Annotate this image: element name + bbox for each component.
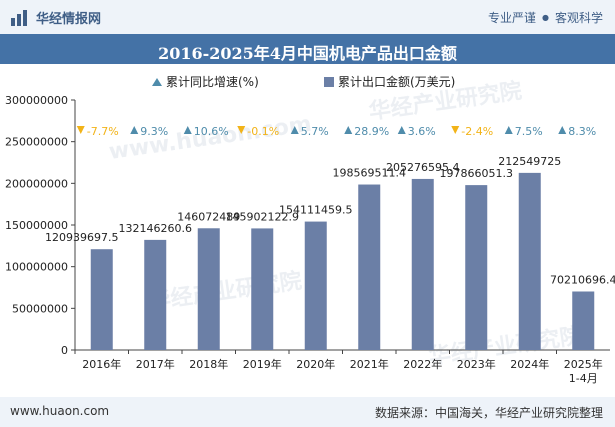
growth-up-marker-icon bbox=[183, 126, 192, 134]
bar-4[interactable] bbox=[304, 221, 327, 350]
y-tick-label: 250000000 bbox=[5, 136, 68, 149]
watermark-url: www.huaon.com bbox=[107, 112, 313, 165]
value-label-6: 205276595.4 bbox=[386, 161, 459, 174]
legend-growth-label: 累计同比增速(%) bbox=[166, 75, 259, 89]
chart-area: 华经产业研究院 www.huaon.com 华经产业研究院 华经产业研究院 累计… bbox=[5, 74, 615, 385]
x-tick-label: 2016年 bbox=[82, 357, 121, 371]
legend-growth-marker-icon bbox=[152, 78, 162, 86]
growth-down-marker-icon bbox=[237, 126, 246, 134]
value-label-4: 154111459.5 bbox=[279, 204, 352, 217]
value-labels: 120939697.5132146260.6146072489145902122… bbox=[45, 155, 615, 287]
growth-label-7: -2.4% bbox=[461, 125, 493, 138]
brand-name: 华经情报网 bbox=[36, 12, 102, 27]
footer-website-link[interactable]: www.huaon.com bbox=[10, 404, 110, 418]
slogan-1: 专业严谨 bbox=[487, 11, 536, 25]
growth-up-marker-icon bbox=[558, 126, 567, 134]
x-tick-label: 2019年 bbox=[243, 357, 282, 371]
x-tick-label: 2023年 bbox=[457, 357, 496, 371]
growth-up-marker-icon bbox=[397, 126, 406, 134]
growth-label-5: 28.9% bbox=[354, 125, 389, 138]
dot-separator-icon: ● bbox=[542, 13, 549, 22]
value-label-1: 132146260.6 bbox=[119, 222, 192, 235]
legend-amount-label: 累计出口金额(万美元) bbox=[338, 74, 455, 89]
bar-1[interactable] bbox=[144, 239, 167, 350]
watermark-text-2: 华经产业研究院 bbox=[147, 268, 303, 315]
footer: www.huaon.com 数据来源：中国海关，华经产业研究院整理 bbox=[0, 397, 615, 427]
y-tick-label: 200000000 bbox=[5, 177, 68, 190]
value-label-5: 198569511.4 bbox=[333, 167, 406, 180]
watermark-text-3: 华经产业研究院 bbox=[427, 323, 583, 370]
bar-6[interactable] bbox=[411, 178, 434, 350]
growth-label-2: 10.6% bbox=[194, 125, 229, 138]
y-tick-label: 150000000 bbox=[5, 219, 68, 232]
x-tick-label: 2021年 bbox=[350, 357, 389, 371]
slogan-tags: 专业严谨 ● 客观科学 bbox=[488, 9, 603, 26]
y-tick-label: 0 bbox=[61, 344, 68, 357]
value-label-7: 197866051.3 bbox=[440, 167, 513, 180]
title-bar: 2016-2025年4月中国机电产品出口金额 bbox=[0, 34, 615, 64]
x-tick-label: 2018年 bbox=[189, 357, 228, 371]
bar-5[interactable] bbox=[358, 184, 381, 350]
x-tick-label: 2020年 bbox=[296, 357, 335, 371]
growth-up-marker-icon bbox=[344, 126, 353, 134]
value-label-3: 145902122.9 bbox=[226, 210, 299, 223]
growth-down-marker-icon bbox=[451, 126, 460, 134]
bar-8[interactable] bbox=[518, 172, 541, 350]
growth-label-1: 9.3% bbox=[140, 125, 168, 138]
legend: 累计同比增速(%) 累计出口金额(万美元) bbox=[152, 74, 455, 89]
bars bbox=[90, 172, 595, 350]
brand[interactable]: 华经情报网 bbox=[10, 8, 101, 27]
bar-9[interactable] bbox=[572, 291, 595, 350]
legend-amount-swatch bbox=[324, 77, 334, 87]
bar-0[interactable] bbox=[90, 249, 113, 350]
bar-3[interactable] bbox=[251, 228, 274, 350]
y-tick-label: 50000000 bbox=[12, 302, 68, 315]
x-tick-label: 2017年 bbox=[136, 357, 175, 371]
growth-up-marker-icon bbox=[290, 126, 299, 134]
y-tick-label: 300000000 bbox=[5, 94, 68, 107]
slogan-2: 客观科学 bbox=[554, 11, 603, 25]
growth-label-0: -7.7% bbox=[87, 125, 119, 138]
bar-2[interactable] bbox=[197, 228, 220, 350]
footer-source: 数据来源：中国海关，华经产业研究院整理 bbox=[374, 406, 603, 420]
x-tick-label: 2024年 bbox=[510, 357, 549, 371]
top-bar: 华经情报网 专业严谨 ● 客观科学 bbox=[0, 0, 615, 34]
y-axis: 0 50000000 100000000 150000000 200000000 2500… bbox=[5, 94, 76, 357]
growth-up-marker-icon bbox=[504, 126, 513, 134]
brand-logo-icon bbox=[11, 9, 27, 26]
growth-label-8: 7.5% bbox=[515, 125, 543, 138]
growth-label-3: -0.1% bbox=[247, 125, 279, 138]
growth-label-9: 8.3% bbox=[568, 125, 596, 138]
value-label-9: 70210696.4 bbox=[550, 273, 615, 286]
bar-7[interactable] bbox=[465, 185, 488, 350]
chart-title: 2016-2025年4月中国机电产品出口金额 bbox=[158, 44, 457, 63]
value-label-8: 212549725 bbox=[498, 155, 561, 168]
growth-label-4: 5.7% bbox=[301, 125, 329, 138]
y-tick-label: 100000000 bbox=[5, 261, 68, 274]
growth-down-marker-icon bbox=[76, 126, 85, 134]
x-tick-label: 2022年 bbox=[403, 357, 442, 371]
value-label-2: 146072489 bbox=[177, 210, 240, 223]
growth-up-marker-icon bbox=[130, 126, 139, 134]
x-tick-label: 2025年 1-4月 bbox=[564, 357, 603, 385]
growth-labels: -7.7% 9.3% 10.6% -0.1% 5.7% 28.9% 3.6% -2.4% 7.5… bbox=[76, 125, 596, 138]
growth-label-6: 3.6% bbox=[408, 125, 436, 138]
value-label-0: 120939697.5 bbox=[45, 231, 118, 244]
